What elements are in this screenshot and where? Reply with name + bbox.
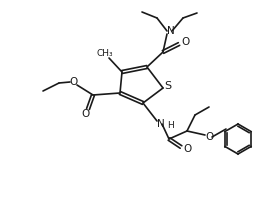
Text: S: S (165, 81, 172, 91)
Text: O: O (183, 144, 191, 154)
Text: O: O (81, 109, 89, 119)
Text: H: H (167, 120, 174, 130)
Text: CH₃: CH₃ (97, 49, 113, 58)
Text: N: N (157, 119, 165, 129)
Text: O: O (205, 132, 213, 142)
Text: O: O (182, 37, 190, 47)
Text: N: N (167, 26, 175, 36)
Text: O: O (69, 77, 77, 87)
